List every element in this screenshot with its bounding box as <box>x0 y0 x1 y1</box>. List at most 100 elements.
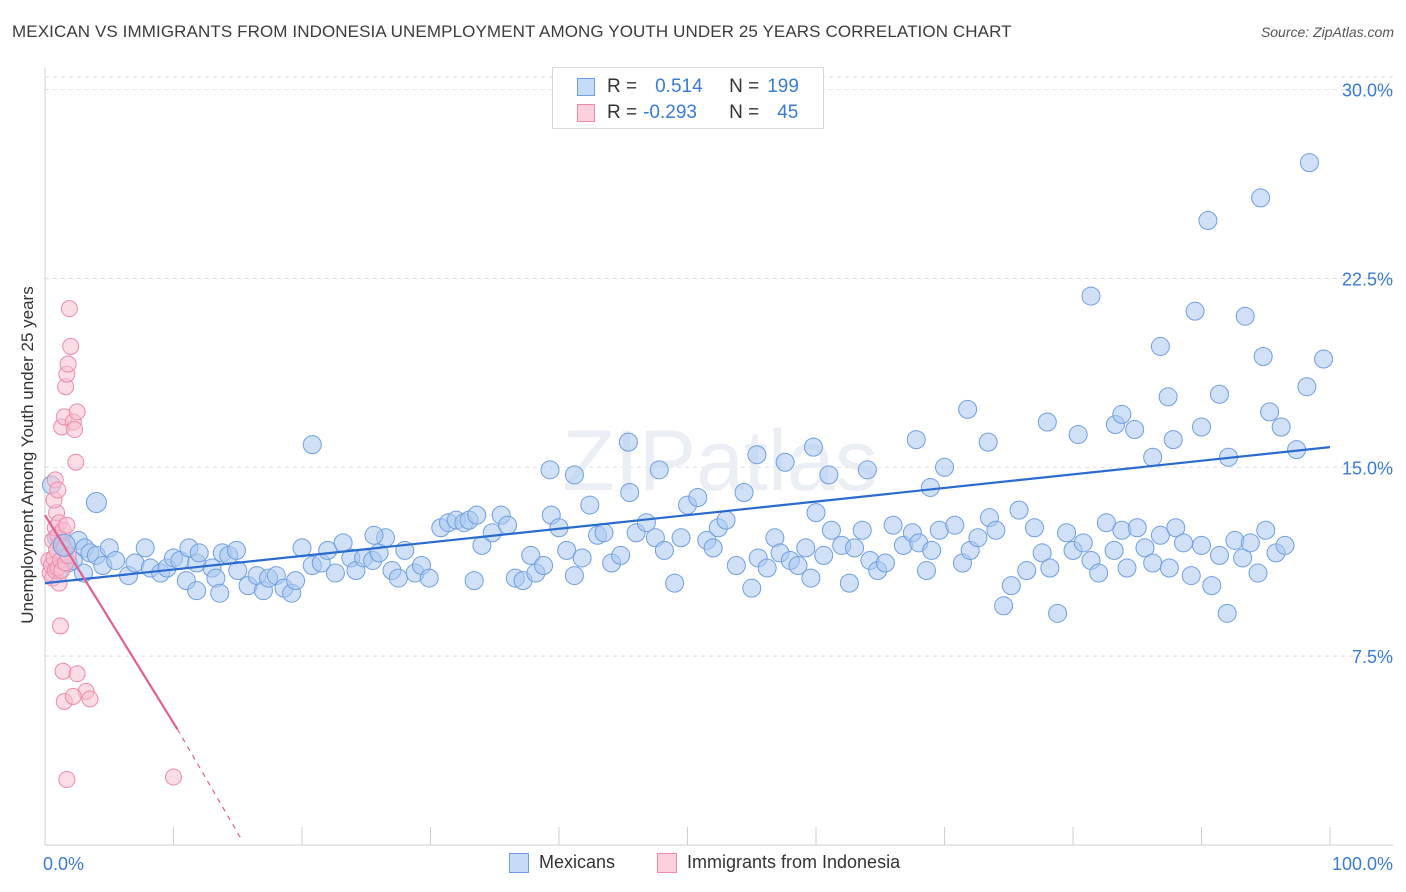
mexicans-point <box>1248 563 1268 583</box>
mexicans-point <box>994 596 1014 616</box>
indonesia-point <box>49 481 67 499</box>
mexicans-point <box>1143 447 1163 467</box>
indonesia-point <box>64 687 82 705</box>
mexicans-point <box>1253 347 1273 367</box>
indonesia-point <box>81 690 99 708</box>
mexicans-point <box>821 520 841 540</box>
mexicans-point <box>1112 404 1132 424</box>
indonesia-point <box>67 453 85 471</box>
mexicans-point <box>189 543 209 563</box>
y-tick-label: 30.0% <box>1342 81 1393 101</box>
mexicans-trend-line <box>44 446 1331 585</box>
mexicans-point <box>464 571 484 591</box>
mexicans-point <box>1209 384 1229 404</box>
mexicans-point <box>1125 420 1145 440</box>
mexicans-point <box>611 545 631 565</box>
mexicans-point <box>796 538 816 558</box>
mexicans-point <box>1174 533 1194 553</box>
mexicans-point <box>801 568 821 588</box>
mexicans-point <box>1150 525 1170 545</box>
mexicans-swatch <box>577 78 595 96</box>
mexicans-point <box>226 540 246 560</box>
mexicans-point <box>521 545 541 565</box>
mexicans-point <box>1104 540 1124 560</box>
mexicans-point <box>671 528 691 548</box>
axis-layer <box>44 68 1393 846</box>
mexicans-point <box>1235 306 1255 326</box>
mexicans-point <box>945 515 965 535</box>
mexicans-point <box>1256 520 1276 540</box>
n-value: 45 <box>777 102 799 123</box>
mexicans-point <box>1181 566 1201 586</box>
mexicans-point <box>580 495 600 515</box>
mexicans-point <box>665 573 685 593</box>
mexicans-point <box>775 452 795 472</box>
mexicans-point <box>540 460 560 480</box>
indonesia-point <box>51 617 69 635</box>
mexicans-point <box>187 581 207 601</box>
indonesia-legend-swatch <box>657 852 677 873</box>
mexicans-point <box>968 528 988 548</box>
mexicans-point <box>917 561 937 581</box>
indonesia-trend-line <box>44 514 179 730</box>
points-layer <box>40 153 1334 789</box>
mexicans-point <box>364 525 384 545</box>
mexicans-point <box>1260 402 1280 422</box>
mexicans-point <box>649 460 669 480</box>
y-tick-label: 15.0% <box>1342 458 1393 478</box>
legend-row-mexicans: R = 0.514 N = 199 <box>577 74 799 100</box>
indonesia-point <box>58 516 76 534</box>
mexicans-point <box>814 545 834 565</box>
mexicans-point <box>1314 349 1334 369</box>
mexicans-point <box>572 548 592 568</box>
mexicans-point <box>883 515 903 535</box>
tick-label-layer: 7.5% 15.0% 22.5% 30.0% 0.0% 100.0% <box>43 81 1393 874</box>
mexicans-point <box>1192 417 1211 437</box>
mexicans-point <box>1275 535 1295 555</box>
mexicans-point <box>318 540 338 560</box>
n-value: 199 <box>767 76 799 97</box>
correlation-legend: R = 0.514 N = 199 R = -0.293 N = 45 <box>552 67 824 129</box>
r-label: R = <box>607 102 638 123</box>
indonesia-point <box>68 665 86 683</box>
mexicans-point <box>564 566 584 586</box>
mexicans-point <box>839 573 859 593</box>
mexicans-point <box>1068 425 1088 445</box>
legend-label-indonesia: Immigrants from Indonesia <box>687 852 901 872</box>
mexicans-point <box>906 430 926 450</box>
mexicans-point <box>1127 518 1147 538</box>
mexicans-point <box>875 553 895 573</box>
indonesia-point <box>54 662 72 680</box>
legend-item-indonesia: Immigrants from Indonesia <box>657 852 900 873</box>
mexicans-point <box>726 555 746 575</box>
mexicans-point <box>594 523 614 543</box>
indonesia-point <box>68 403 86 421</box>
mexicans-point <box>1081 286 1101 306</box>
mexicans-point <box>286 571 306 591</box>
y-axis-label: Unemployment Among Youth under 25 years <box>18 286 37 624</box>
mexicans-point <box>1017 561 1037 581</box>
indonesia-trend-extension <box>176 728 241 838</box>
y-tick-label: 7.5% <box>1352 647 1393 667</box>
mexicans-point <box>1299 153 1319 173</box>
mexicans-point <box>1202 576 1222 596</box>
indonesia-point <box>165 768 182 786</box>
mexicans-point <box>498 515 518 535</box>
mexicans-point <box>1150 336 1170 356</box>
mexicans-point <box>978 432 998 452</box>
indonesia-point <box>58 771 76 789</box>
mexicans-point <box>467 505 487 525</box>
mexicans-point <box>1073 533 1093 553</box>
mexicans-point <box>1192 535 1211 555</box>
legend-row-indonesia: R = -0.293 N = 45 <box>577 100 798 126</box>
mexicans-point <box>1057 523 1077 543</box>
chart-title: MEXICAN VS IMMIGRANTS FROM INDONESIA UNE… <box>12 22 1012 41</box>
indonesia-point <box>60 300 78 318</box>
mexicans-point <box>819 465 839 485</box>
mexicans-point <box>747 445 767 465</box>
mexicans-point <box>1037 412 1057 432</box>
mexicans-point <box>1251 188 1271 208</box>
mexicans-point <box>1185 301 1205 321</box>
mexicans-point <box>388 568 408 588</box>
